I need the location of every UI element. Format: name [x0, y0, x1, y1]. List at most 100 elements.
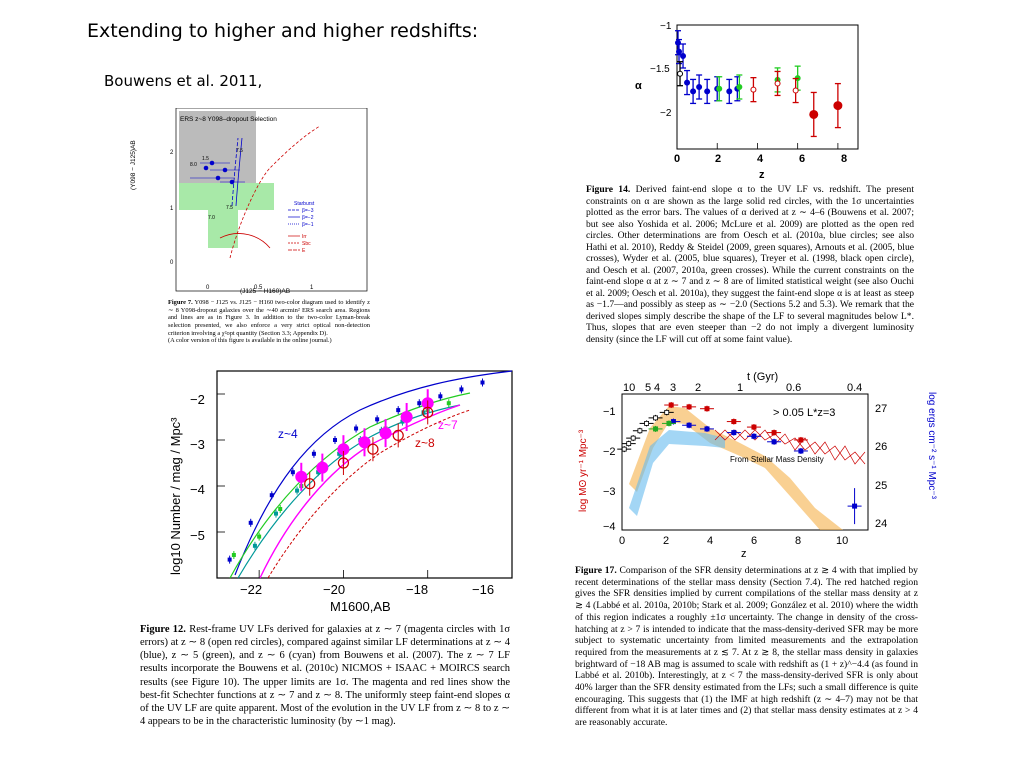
fig7-caption: Figure 7. Y098 − J125 vs. J125 − H160 tw… — [168, 299, 370, 345]
fig17-data-point — [670, 419, 676, 425]
fig17-xtick-4: 8 — [795, 535, 801, 547]
fig12-caption-text: Rest-frame UV LFs derived for galaxies a… — [140, 624, 510, 727]
fig14-ytick-2: −2 — [660, 108, 672, 119]
fig7-points — [190, 160, 245, 185]
fig7-caption-note: (A color version of this figure is avail… — [168, 337, 332, 345]
fig12-data-point — [231, 553, 236, 557]
fig12-data-point — [337, 457, 350, 469]
fig12-data-point — [257, 534, 262, 539]
fig14-data-point — [684, 79, 691, 86]
fig17-data-point — [751, 424, 757, 430]
fig12-data-point — [295, 470, 308, 483]
fig17-ytick-left-2: −3 — [603, 486, 616, 498]
fig14-caption-text: Derived faint-end slope α to the UV LF v… — [586, 184, 914, 345]
fig12-data-point — [480, 380, 485, 385]
fig17-data-point — [852, 503, 858, 509]
fig17-top-tick-4: 2 — [695, 382, 701, 394]
fig14-data-point — [736, 84, 743, 90]
fig14-data-point — [696, 84, 703, 90]
fig17-ytick-right-0: 27 — [875, 403, 887, 415]
fig12-data-point — [248, 520, 253, 525]
fig17-data-point — [644, 421, 649, 426]
fig7-xlabel: (J125 − H160)AB — [240, 288, 291, 295]
fig7-marker-4: 8.0 — [190, 162, 197, 168]
fig7-legend-3: β=−1 — [302, 222, 314, 228]
fig14-data-point — [675, 39, 682, 46]
fig7-legend-0: Starburst — [294, 201, 315, 207]
slide-title: Extending to higher and higher redshifts… — [87, 20, 479, 42]
fig14-data-point — [809, 109, 819, 119]
fig14-caption-label: Figure 14. — [586, 184, 631, 195]
fig14-xtick-1: 2 — [715, 153, 721, 165]
fig7-xtick-1: 0.5 — [254, 285, 263, 291]
fig7-ytick-1: 1 — [170, 206, 174, 212]
fig17-annotation-lum: > 0.05 L*z=3 — [773, 407, 835, 419]
fig12-data-point — [311, 451, 316, 456]
fig14-ytick-1: −1.5 — [650, 64, 670, 75]
fig12-data-point — [396, 408, 401, 413]
fig17-data-point — [626, 441, 632, 447]
fig12-data-point — [358, 436, 371, 449]
fig7-legend: Starburst β=−3 β=−2 β=−1 Irr Sbc E — [288, 201, 315, 254]
fig12-data-point — [421, 410, 426, 415]
fig14-data-point — [774, 80, 781, 87]
fig12-data-point — [459, 387, 464, 392]
fig12-data-point — [252, 543, 257, 548]
fig17-data-point — [686, 404, 692, 410]
fig7-marker-1: 1.5 — [202, 156, 209, 162]
fig14-data-point — [680, 53, 687, 59]
fig17-data-point — [771, 430, 777, 436]
fig7-marker-5: 7.5 — [226, 205, 233, 211]
fig17-data-point — [664, 409, 670, 415]
fig17-blue-band — [629, 430, 725, 516]
fig17-xtick-0: 0 — [619, 535, 625, 547]
fig17-ytick-right-1: 26 — [875, 441, 887, 453]
fig12-data-point — [392, 429, 404, 442]
fig17-data-point — [731, 419, 737, 425]
fig12-data-point — [400, 419, 405, 424]
fig12-panel: z~4 z~7 z~8 −2 −3 −4 −5 −22 −20 −18 −16 … — [160, 365, 520, 615]
fig14-data-point — [677, 70, 684, 77]
fig12-data-point — [422, 406, 434, 419]
fig7-legend-1: β=−3 — [302, 208, 314, 214]
fig12-data-point — [290, 470, 295, 475]
fig17-caption-label: Figure 17. — [575, 565, 617, 576]
fig14-xtick-0: 0 — [674, 153, 680, 165]
fig12-data-point — [333, 438, 337, 442]
fig12-xtick-1: −20 — [323, 582, 345, 597]
fig14-xtick-4: 8 — [841, 153, 847, 165]
fig14-data-point — [726, 88, 733, 95]
fig12-xtick-2: −18 — [406, 582, 428, 597]
fig7-plot: ERS z~8 Y098–dropout Selection 1.5 7.5 7… — [170, 107, 368, 292]
fig12-ytick-3: −5 — [190, 528, 205, 543]
fig17-caption: Figure 17. Comparison of the SFR density… — [575, 565, 918, 729]
slide-subtitle: Bouwens et al. 2011, — [104, 72, 263, 90]
fig17-annotation-mass: From Stellar Mass Density — [730, 455, 824, 464]
fig12-data-point — [400, 411, 413, 423]
fig14-xlabel: z — [759, 169, 765, 180]
fig17-data-point — [668, 402, 674, 408]
fig14-xtick-3: 6 — [799, 153, 805, 165]
fig7-ytick-0: 0 — [170, 260, 174, 266]
fig12-data-point — [375, 417, 380, 422]
fig12-label-z4: z~4 — [278, 427, 298, 441]
fig17-data-point — [653, 426, 659, 432]
fig12-ylabel: log10 Number / mag / Mpc³ — [168, 417, 183, 575]
fig17-xtick-3: 6 — [751, 535, 757, 547]
fig14-data-point — [704, 88, 711, 95]
fig7-legend-2: β=−2 — [302, 215, 314, 221]
fig12-xtick-0: −22 — [240, 582, 262, 597]
fig7-xtick-2: 1 — [310, 285, 314, 291]
fig7-legend-6: E — [302, 248, 306, 254]
fig17-data-point — [704, 406, 710, 412]
fig12-caption-label: Figure 12. — [140, 624, 186, 635]
fig12-data-point — [304, 478, 316, 490]
fig7-green-region — [179, 183, 274, 210]
fig14-data-point — [833, 101, 843, 111]
fig17-ytick-left-3: −4 — [603, 521, 616, 533]
fig12-data-point — [269, 493, 274, 498]
fig12-data-point — [278, 507, 283, 511]
fig17-top-tick-5: 1 — [737, 382, 743, 394]
fig12-data-point — [379, 427, 392, 440]
fig7-grey-region — [179, 111, 256, 183]
